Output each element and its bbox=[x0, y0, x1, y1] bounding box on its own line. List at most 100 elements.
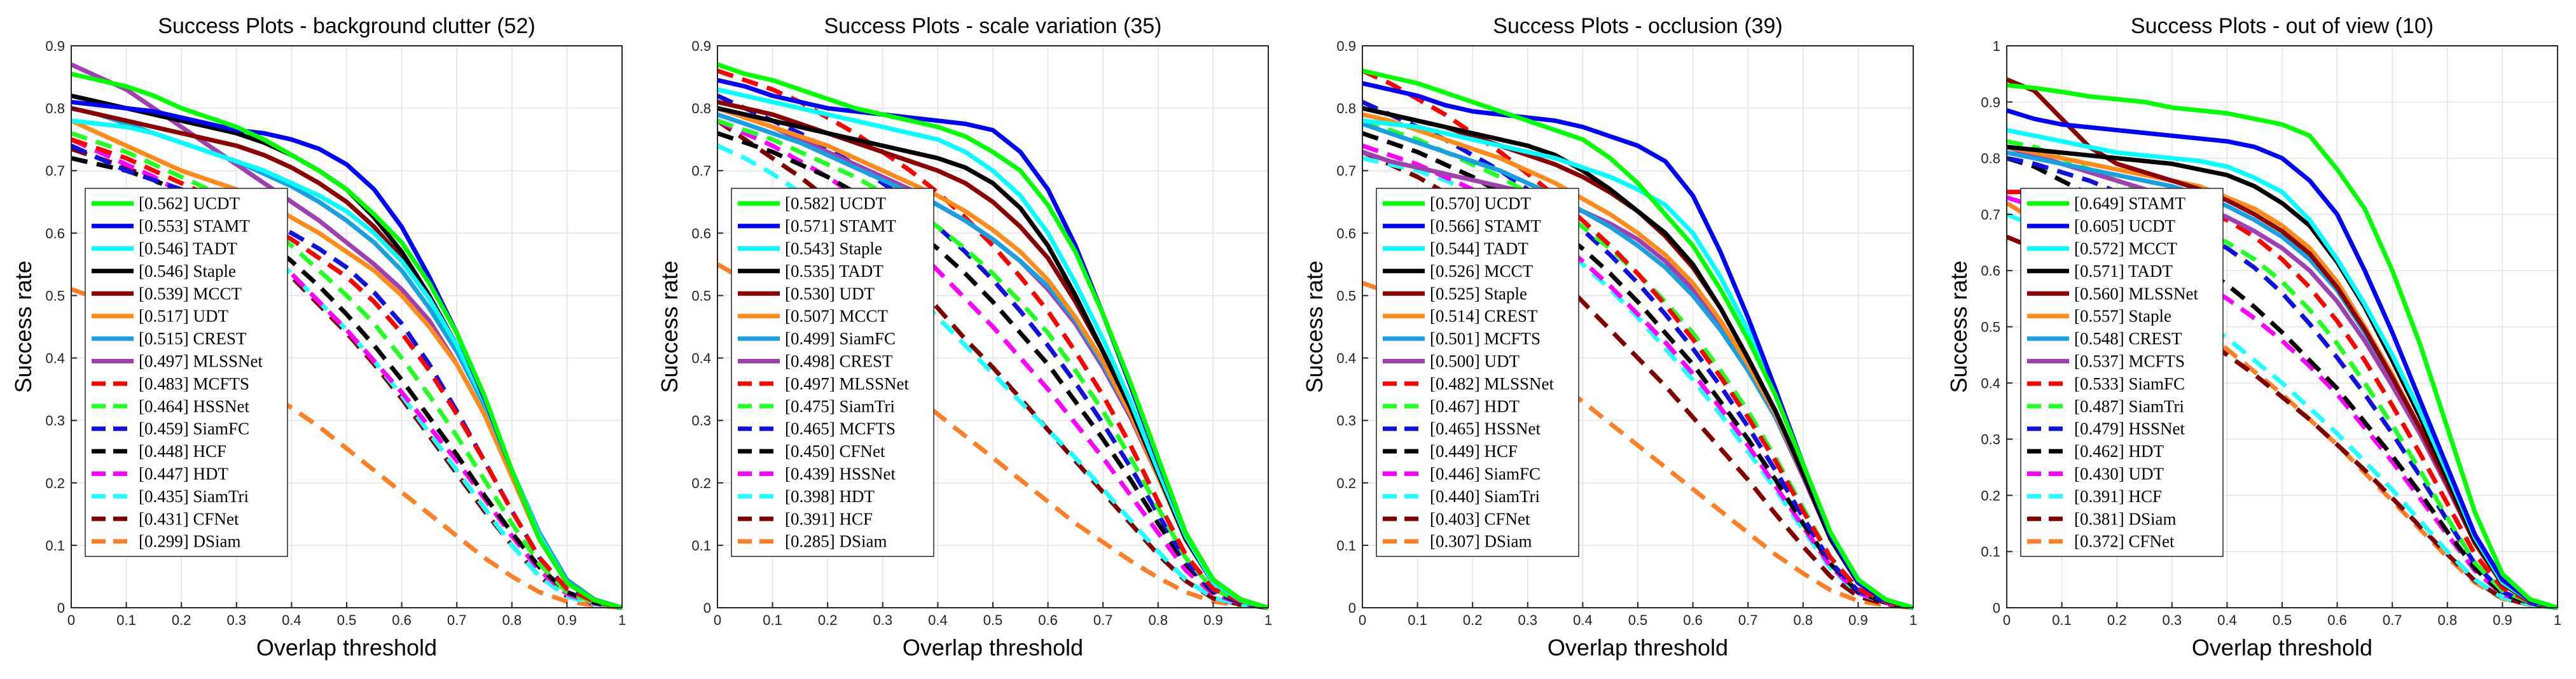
legend-entry-dsiam: [0.307] DSiam bbox=[1430, 532, 1532, 551]
x-tick-label: 0.3 bbox=[1518, 612, 1538, 628]
x-tick-label: 0.1 bbox=[116, 612, 136, 628]
series-lines bbox=[1361, 68, 1914, 610]
legend-entry-ucdt: [0.582] UCDT bbox=[785, 194, 886, 213]
x-tick-label: 1 bbox=[1264, 612, 1272, 628]
y-tick-label: 0.4 bbox=[45, 351, 65, 367]
y-tick-label: 0.9 bbox=[1981, 94, 2000, 110]
legend-entry-mlssnet: [0.497] MLSSNet bbox=[785, 374, 909, 393]
legend-entry-ucdt: [0.562] UCDT bbox=[139, 194, 240, 213]
y-tick-label: 0.3 bbox=[1981, 431, 2000, 447]
x-tick-label: 0.1 bbox=[763, 612, 782, 628]
chart-panel-4: 0 0.1 0.2 0.3 0.4 0.5 0.6 0.7 0.8 0.9 1 0 0.1 0.2 0.3 0… bbox=[1946, 14, 2561, 661]
legend-entry-hssnet: [0.439] HSSNet bbox=[785, 465, 896, 484]
legend-entry-hssnet: [0.479] HSSNet bbox=[2074, 419, 2185, 438]
y-tick-label: 0.7 bbox=[45, 163, 65, 179]
series-line-hssnet bbox=[716, 118, 1269, 610]
legend-entry-dsiam: [0.299] DSiam bbox=[139, 532, 240, 551]
x-tick-label: 0.5 bbox=[1628, 612, 1648, 628]
x-tick-label: 0.6 bbox=[1038, 612, 1058, 628]
legend-entry-hssnet: [0.465] HSSNet bbox=[1430, 419, 1541, 438]
y-tick-label: 0.5 bbox=[691, 288, 711, 304]
legend-entry-mlssnet: [0.497] MLSSNet bbox=[139, 352, 263, 371]
y-tick-label: 0.5 bbox=[1981, 319, 2000, 335]
x-tick-label: 1 bbox=[618, 612, 626, 628]
y-axis-label: Success rate bbox=[10, 260, 36, 393]
legend-entry-tadt: [0.571] TADT bbox=[2074, 262, 2173, 281]
legend-entry-crest: [0.514] CREST bbox=[1430, 307, 1538, 326]
legend-entry-siamtri: [0.435] SiamTri bbox=[139, 487, 249, 506]
legend-entry-crest: [0.515] CREST bbox=[139, 329, 247, 348]
legend-entry-staple: [0.525] Staple bbox=[1430, 284, 1527, 303]
legend-entry-ucdt: [0.570] UCDT bbox=[1430, 194, 1531, 213]
chart-title: Success Plots - scale variation (35) bbox=[824, 14, 1162, 38]
legend-entry-crest: [0.548] CREST bbox=[2074, 329, 2182, 348]
y-tick-label: 0.5 bbox=[1336, 288, 1356, 304]
x-tick-label: 0.4 bbox=[928, 612, 948, 628]
x-tick-label: 0.3 bbox=[873, 612, 893, 628]
x-tick-label: 0.6 bbox=[1683, 612, 1703, 628]
series-line-hcf bbox=[716, 118, 1269, 610]
series-line-mlssnet bbox=[1361, 69, 1914, 610]
series-line-cfnet bbox=[1361, 150, 1914, 610]
legend-entry-mcct: [0.526] MCCT bbox=[1430, 262, 1534, 281]
x-tick-label: 0.9 bbox=[1848, 612, 1868, 628]
chart-panel-1: 0 0.1 0.2 0.3 0.4 0.5 0.6 0.7 0.8 0.9 1 0 0.1 0.2 0.3 0… bbox=[10, 14, 626, 661]
series-line-mcfts bbox=[70, 137, 623, 610]
y-tick-label: 0.9 bbox=[691, 38, 711, 54]
legend-entry-siamfc: [0.446] SiamFC bbox=[1430, 465, 1541, 484]
legend-entry-hdt: [0.467] HDT bbox=[1430, 396, 1520, 416]
y-tick-label: 0.7 bbox=[691, 163, 711, 179]
legend-entry-hcf: [0.391] HCF bbox=[2074, 487, 2162, 506]
x-tick-label: 0.7 bbox=[1093, 612, 1113, 628]
x-axis-label: Overlap threshold bbox=[1548, 634, 1728, 661]
legend-entry-mcfts: [0.483] MCFTS bbox=[139, 374, 249, 393]
legend-entry-ucdt: [0.605] UCDT bbox=[2074, 216, 2175, 235]
x-tick-label: 0.9 bbox=[2493, 612, 2512, 628]
y-tick-label: 0.9 bbox=[45, 38, 65, 54]
series-line-hcf bbox=[2005, 212, 2558, 610]
y-tick-label: 0.8 bbox=[1981, 151, 2000, 167]
legend-entry-siamtri: [0.487] SiamTri bbox=[2074, 396, 2184, 416]
legend-entry-stamt: [0.566] STAMT bbox=[1430, 216, 1541, 235]
y-axis-label: Success rate bbox=[656, 260, 682, 393]
x-tick-label: 0.8 bbox=[1149, 612, 1168, 628]
series-line-hdt bbox=[2005, 156, 2558, 610]
y-tick-label: 0.8 bbox=[691, 101, 711, 116]
x-tick-label: 0.2 bbox=[1463, 612, 1483, 628]
series-lines bbox=[716, 62, 1269, 610]
legend-entry-mcfts: [0.501] MCFTS bbox=[1430, 329, 1541, 348]
legend-entry-siamfc: [0.533] SiamFC bbox=[2074, 374, 2185, 393]
y-tick-label: 0.1 bbox=[45, 538, 65, 554]
y-axis-label: Success rate bbox=[1301, 260, 1327, 393]
y-tick-label: 0.6 bbox=[691, 225, 711, 241]
chart-title: Success Plots - out of view (10) bbox=[2131, 14, 2434, 38]
series-line-ucdt bbox=[716, 62, 1269, 610]
series-line-cfnet bbox=[716, 131, 1269, 610]
chart-title: Success Plots - background clutter (52) bbox=[158, 14, 535, 38]
series-line-stamt bbox=[2006, 83, 2559, 610]
x-axis-label: Overlap threshold bbox=[903, 634, 1083, 661]
series-line-ucdt bbox=[2005, 108, 2558, 610]
series-line-dsiam bbox=[70, 287, 623, 610]
series-line-mcfts bbox=[716, 94, 1269, 610]
x-tick-label: 0.8 bbox=[2438, 612, 2458, 628]
y-tick-label: 1 bbox=[1993, 38, 2000, 54]
x-tick-label: 0.1 bbox=[1408, 612, 1427, 628]
y-tick-label: 0.4 bbox=[691, 351, 711, 367]
legend-entry-staple: [0.557] Staple bbox=[2074, 307, 2171, 326]
legend-entry-cfnet: [0.450] CFNet bbox=[785, 442, 885, 461]
x-tick-label: 0.9 bbox=[557, 612, 577, 628]
y-tick-label: 0.5 bbox=[45, 288, 65, 304]
x-tick-label: 0.8 bbox=[502, 612, 522, 628]
legend-entry-cfnet: [0.403] CFNet bbox=[1430, 509, 1530, 528]
y-tick-label: 0.6 bbox=[45, 225, 65, 241]
legend-entry-mlssnet: [0.560] MLSSNet bbox=[2074, 284, 2198, 303]
legend-entry-stamt: [0.649] STAMT bbox=[2074, 194, 2185, 213]
legend-entry-siamtri: [0.440] SiamTri bbox=[1430, 487, 1540, 506]
legend-entry-cfnet: [0.372] CFNet bbox=[2074, 532, 2175, 551]
y-tick-label: 0.2 bbox=[691, 475, 711, 491]
legend-entry-udt: [0.430] UDT bbox=[2074, 465, 2164, 484]
x-tick-label: 0.4 bbox=[282, 612, 301, 628]
